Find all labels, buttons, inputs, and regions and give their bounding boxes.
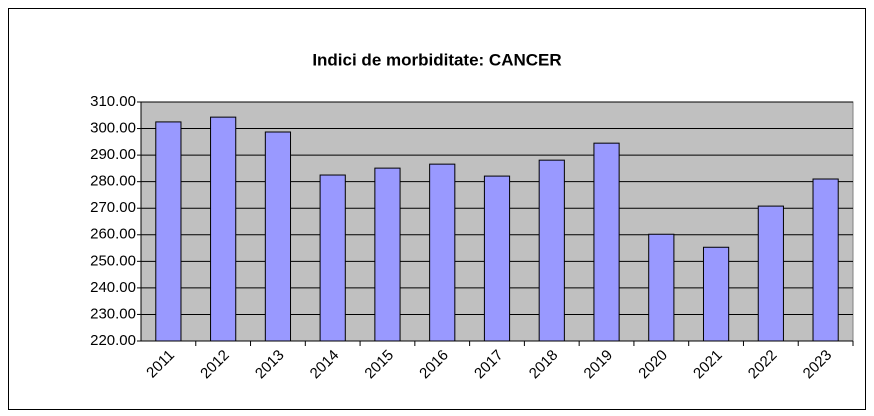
- y-tick-label: 250.00: [90, 252, 136, 269]
- bar: [374, 167, 401, 342]
- y-tick-label: 300.00: [90, 120, 136, 137]
- y-tick-label: 240.00: [90, 279, 136, 296]
- y-tick-label: 290.00: [90, 146, 136, 163]
- y-tick-label: 260.00: [90, 226, 136, 243]
- bar: [319, 174, 346, 342]
- chart-title: Indici de morbiditate: CANCER: [312, 50, 561, 69]
- bar: [429, 163, 456, 342]
- bar: [593, 142, 620, 342]
- bar: [702, 246, 730, 342]
- y-tick-label: 270.00: [90, 199, 136, 216]
- y-tick-label: 230.00: [90, 305, 136, 322]
- bar: [210, 116, 237, 342]
- bar: [538, 159, 565, 342]
- y-tick-label: 220.00: [90, 332, 136, 349]
- bar: [264, 131, 292, 342]
- y-tick-label: 310.00: [90, 93, 136, 110]
- bar: [648, 233, 675, 342]
- bar: [483, 175, 511, 342]
- bar: [757, 205, 784, 342]
- bar: [812, 178, 839, 342]
- bar: [155, 121, 182, 342]
- y-tick-label: 280.00: [90, 173, 136, 190]
